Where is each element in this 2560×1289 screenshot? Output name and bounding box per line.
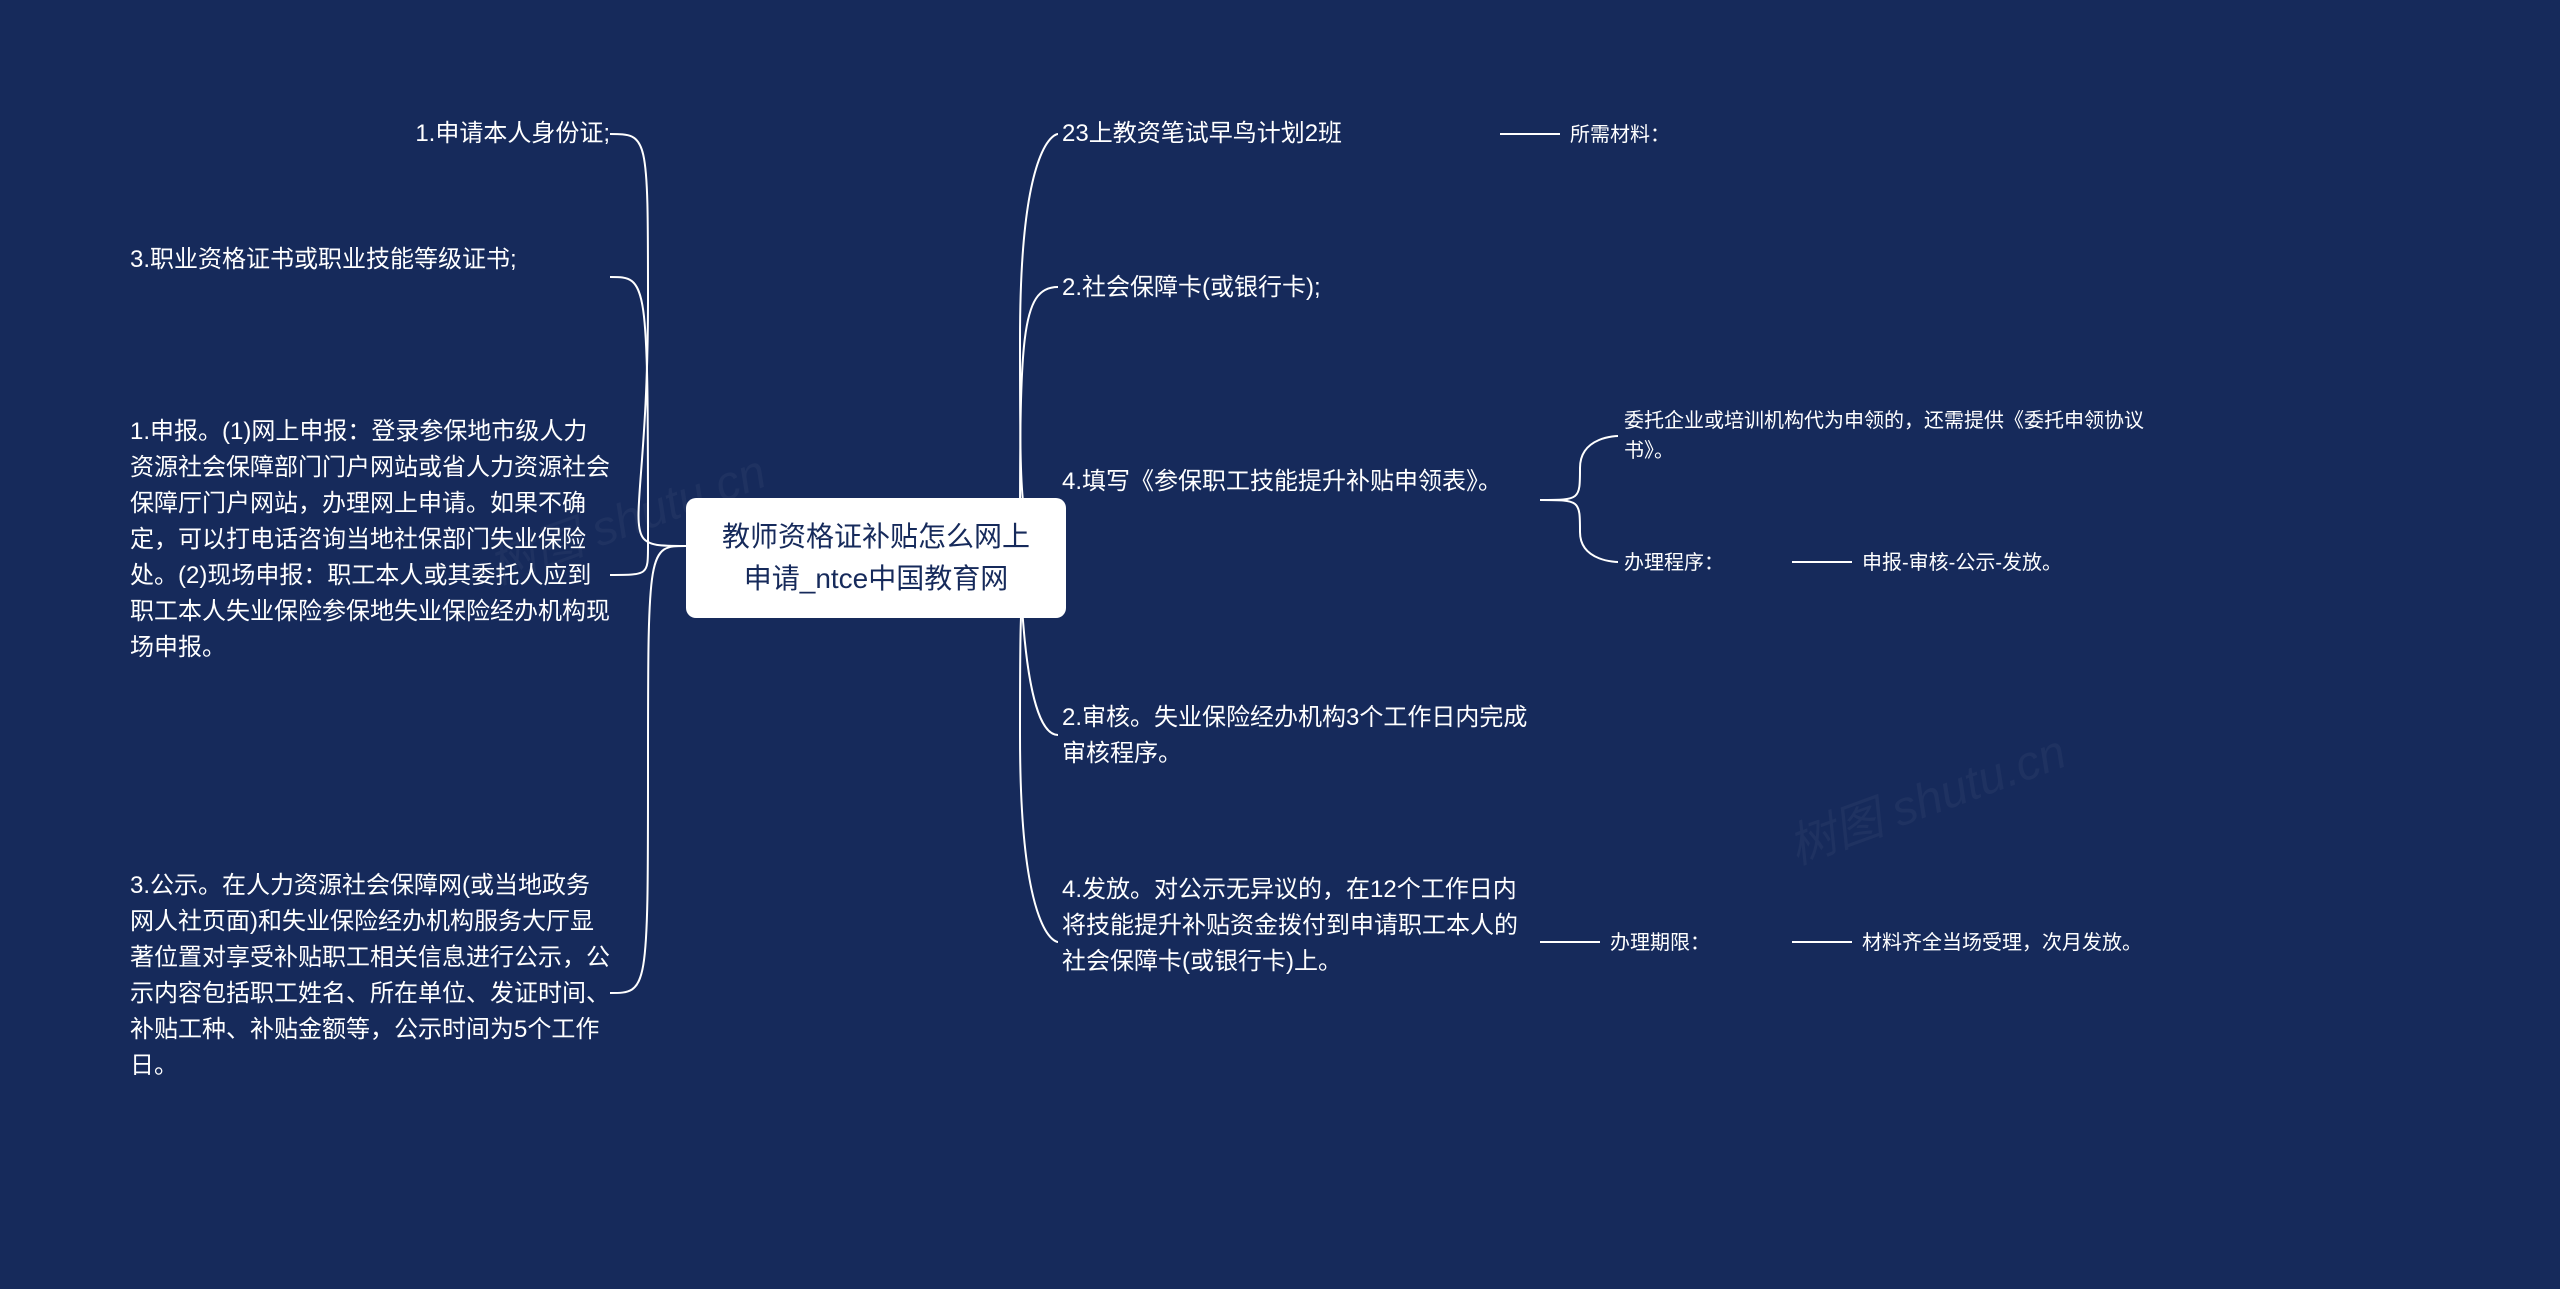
watermark: 树图 shutu.cn bbox=[1777, 712, 2074, 877]
root-text: 教师资格证补贴怎么网上申请_ntce中国教育网 bbox=[722, 521, 1030, 594]
right-node-5-child-1-child-1[interactable]: 材料齐全当场受理，次月发放。 bbox=[1862, 928, 2282, 958]
right-node-1-child-1[interactable]: 所需材料： bbox=[1570, 120, 1770, 150]
left-node-1-text: 1.申请本人身份证; bbox=[415, 120, 610, 147]
right-node-1-text: 23上教资笔试早鸟计划2班 bbox=[1062, 120, 1342, 147]
right-node-3-child-2[interactable]: 办理程序： bbox=[1624, 548, 1784, 578]
right-node-3-child-2-child-1[interactable]: 申报-审核-公示-发放。 bbox=[1862, 548, 2182, 578]
right-node-5[interactable]: 4.发放。对公示无异议的，在12个工作日内将技能提升补贴资金拨付到申请职工本人的… bbox=[1062, 872, 1532, 980]
right-node-3-child-2-child-1-text: 申报-审核-公示-发放。 bbox=[1862, 552, 2062, 574]
right-node-1-child-1-text: 所需材料： bbox=[1570, 124, 1670, 146]
right-node-5-child-1-text: 办理期限： bbox=[1610, 932, 1710, 954]
right-node-3-text: 4.填写《参保职工技能提升补贴申领表》。 bbox=[1062, 468, 1502, 495]
right-node-3-child-1-text: 委托企业或培训机构代为申领的，还需提供《委托申领协议书》。 bbox=[1624, 410, 2144, 462]
left-node-3[interactable]: 1.申报。(1)网上申报：登录参保地市级人力资源社会保障部门门户网站或省人力资源… bbox=[130, 414, 610, 666]
right-node-5-child-1-child-1-text: 材料齐全当场受理，次月发放。 bbox=[1862, 932, 2142, 954]
left-node-2-text: 3.职业资格证书或职业技能等级证书; bbox=[130, 246, 517, 273]
right-node-4-text: 2.审核。失业保险经办机构3个工作日内完成审核程序。 bbox=[1062, 704, 1527, 767]
right-node-5-child-1[interactable]: 办理期限： bbox=[1610, 928, 1780, 958]
right-node-1[interactable]: 23上教资笔试早鸟计划2班 bbox=[1062, 116, 1502, 152]
left-node-4-text: 3.公示。在人力资源社会保障网(或当地政务网人社页面)和失业保险经办机构服务大厅… bbox=[130, 872, 610, 1079]
left-node-1[interactable]: 1.申请本人身份证; bbox=[330, 116, 610, 152]
right-node-5-text: 4.发放。对公示无异议的，在12个工作日内将技能提升补贴资金拨付到申请职工本人的… bbox=[1062, 876, 1518, 975]
right-node-3[interactable]: 4.填写《参保职工技能提升补贴申领表》。 bbox=[1062, 464, 1532, 500]
left-node-4[interactable]: 3.公示。在人力资源社会保障网(或当地政务网人社页面)和失业保险经办机构服务大厅… bbox=[130, 868, 610, 1084]
right-node-3-child-1[interactable]: 委托企业或培训机构代为申领的，还需提供《委托申领协议书》。 bbox=[1624, 406, 2144, 466]
right-node-2-text: 2.社会保障卡(或银行卡); bbox=[1062, 274, 1321, 301]
left-node-3-text: 1.申报。(1)网上申报：登录参保地市级人力资源社会保障部门门户网站或省人力资源… bbox=[130, 418, 610, 661]
root-node[interactable]: 教师资格证补贴怎么网上申请_ntce中国教育网 bbox=[686, 498, 1066, 618]
mindmap-canvas: 教师资格证补贴怎么网上申请_ntce中国教育网 1.申请本人身份证; 3.职业资… bbox=[0, 0, 2560, 1289]
right-node-4[interactable]: 2.审核。失业保险经办机构3个工作日内完成审核程序。 bbox=[1062, 700, 1532, 772]
left-node-2[interactable]: 3.职业资格证书或职业技能等级证书; bbox=[130, 242, 610, 278]
right-node-3-child-2-text: 办理程序： bbox=[1624, 552, 1724, 574]
right-node-2[interactable]: 2.社会保障卡(或银行卡); bbox=[1062, 270, 1502, 306]
